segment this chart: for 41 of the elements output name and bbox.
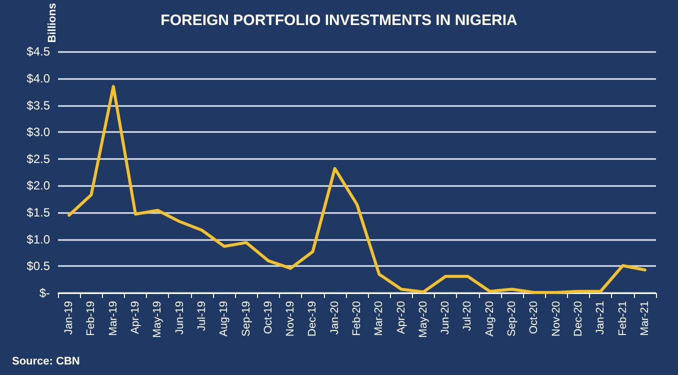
x-tick-label: May-19 [152,301,164,338]
y-tick-label: $1.0 [26,232,50,246]
y-axis-title: Billions [46,3,58,43]
x-tick-label: Aug-20 [484,301,496,336]
x-tick-label: May-20 [417,301,430,338]
x-tick-label: Jun-20 [440,301,452,335]
x-tick-label: Feb-20 [351,301,363,336]
x-tick-label: Feb-19 [85,301,98,336]
y-tick-label: $2.0 [26,178,50,193]
x-tick-label: Jan-20 [328,301,341,335]
y-tick-label: $3.5 [26,98,50,112]
x-tick-label: Feb-21 [616,301,629,336]
line-series [68,84,646,294]
x-tick-label: Oct-19 [262,301,274,334]
x-tick-label: Apr-19 [130,301,142,334]
x-tick-label: Dec-19 [306,301,319,336]
x-tick-label: Jan-21 [594,301,607,335]
chart-title: FOREIGN PORTFOLIO INVESTMENTS IN NIGERIA [160,12,518,29]
x-tick-label: Aug-19 [218,301,230,336]
x-tick-label: Oct-20 [528,301,540,334]
y-tick-label: $0.5 [26,259,50,274]
x-tick-label: Mar-20 [373,301,386,336]
x-tick-label: Mar-19 [107,301,120,336]
x-tick-label: Nov-20 [550,301,562,336]
x-tick-label: Dec-20 [572,301,584,336]
y-tick-label: $3.0 [26,125,50,140]
x-tick-label: Jan-19 [63,301,76,335]
x-tick-label: Mar-21 [638,301,651,336]
x-tick-label: Jul-19 [196,301,208,331]
y-tick-label: $2.5 [26,152,50,166]
x-tick-label: Jun-19 [174,301,186,335]
x-tick-label: Apr-20 [395,301,408,334]
x-tick-label: Sep-20 [506,301,518,336]
y-tick-label: $4.0 [26,71,50,86]
x-tick-label: Sep-19 [240,301,252,336]
source-note: Source: CBN [12,356,80,368]
y-tick-label: $4.5 [26,44,50,59]
y-tick-label: $- [39,286,50,300]
y-tick-label: $1.5 [26,206,50,220]
x-tick-label: Jul-20 [462,301,474,331]
x-tick-label: Nov-19 [284,301,297,336]
